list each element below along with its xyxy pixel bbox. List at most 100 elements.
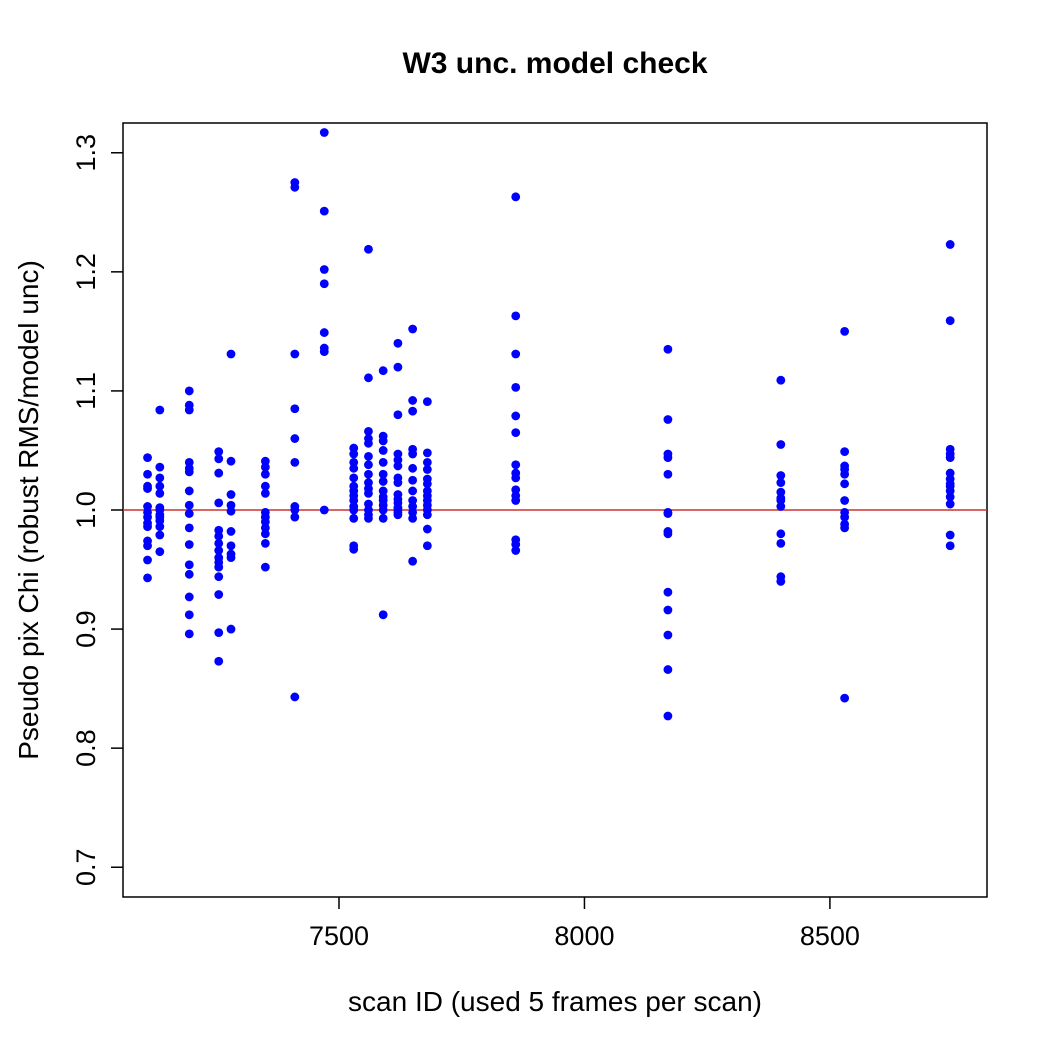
data-point	[776, 471, 786, 480]
data-point	[776, 440, 786, 449]
data-point	[422, 524, 432, 534]
data-point	[945, 530, 955, 540]
y-tick-label: 0.8	[71, 729, 101, 767]
data-point	[226, 553, 236, 563]
data-point	[663, 665, 673, 674]
data-point	[408, 463, 418, 473]
data-point	[393, 410, 403, 420]
data-point	[226, 624, 236, 634]
data-point	[214, 447, 224, 457]
data-point	[155, 530, 165, 540]
data-point	[776, 577, 786, 586]
data-point	[319, 128, 329, 137]
data-point	[776, 478, 786, 488]
data-point	[378, 436, 388, 446]
data-point	[840, 512, 850, 522]
data-point	[663, 605, 673, 615]
data-point	[422, 541, 432, 551]
data-point	[945, 541, 955, 551]
data-point	[393, 362, 403, 372]
data-point	[511, 382, 521, 392]
data-point	[511, 428, 521, 437]
data-point	[408, 486, 418, 496]
data-point	[663, 529, 673, 539]
data-point	[364, 460, 373, 470]
data-point	[393, 478, 403, 488]
data-point	[840, 496, 850, 505]
data-point	[776, 375, 786, 385]
data-point	[226, 527, 236, 536]
data-point	[214, 628, 224, 638]
data-point	[214, 538, 224, 548]
data-point	[349, 449, 359, 459]
data-point	[840, 447, 850, 457]
data-point	[184, 592, 194, 602]
data-point	[945, 492, 955, 502]
data-point	[226, 490, 236, 499]
data-point	[290, 349, 300, 359]
data-point	[226, 506, 236, 516]
data-point	[408, 449, 418, 459]
data-point	[378, 505, 388, 515]
data-point	[143, 453, 152, 463]
data-point	[290, 457, 300, 467]
data-point	[364, 452, 373, 461]
data-point	[364, 469, 373, 479]
data-point	[511, 411, 521, 421]
data-point	[349, 513, 359, 523]
data-point	[511, 546, 521, 555]
chart-title: W3 unc. model check	[402, 47, 707, 80]
data-point	[349, 473, 359, 483]
data-point	[364, 438, 373, 448]
data-point	[319, 347, 329, 357]
data-point	[945, 499, 955, 509]
data-point	[364, 244, 373, 254]
data-point	[184, 405, 194, 415]
data-point	[378, 366, 388, 376]
data-point	[184, 386, 194, 396]
data-point	[511, 460, 521, 470]
data-point	[214, 454, 224, 464]
data-point	[408, 396, 418, 405]
data-point	[143, 469, 152, 479]
data-point	[349, 544, 359, 554]
data-point	[226, 456, 236, 466]
data-point	[511, 192, 521, 202]
x-tick-label: 8000	[554, 921, 614, 951]
data-point	[214, 498, 224, 508]
data-point	[226, 349, 236, 359]
data-point	[945, 453, 955, 463]
data-point	[422, 510, 432, 520]
data-point	[143, 541, 152, 551]
data-point	[143, 522, 152, 532]
y-tick-label: 1.3	[71, 134, 101, 172]
data-point	[840, 693, 850, 703]
data-point	[364, 513, 373, 523]
data-point	[945, 479, 955, 489]
y-tick-label: 0.7	[71, 848, 101, 886]
data-point	[364, 488, 373, 498]
data-point	[155, 405, 165, 415]
data-point	[214, 656, 224, 666]
data-point	[663, 509, 673, 518]
data-point	[319, 265, 329, 274]
data-point	[260, 462, 270, 472]
data-point	[663, 469, 673, 479]
data-point	[422, 448, 432, 458]
data-point	[408, 406, 418, 416]
data-point	[143, 484, 152, 493]
data-point	[184, 629, 194, 639]
data-point	[422, 457, 432, 467]
data-point	[393, 461, 403, 471]
data-point	[349, 505, 359, 515]
data-point	[184, 500, 194, 510]
data-point	[260, 488, 270, 498]
data-point	[945, 240, 955, 249]
data-point	[378, 457, 388, 467]
data-point	[663, 415, 673, 424]
data-point	[393, 510, 403, 520]
data-point	[408, 475, 418, 485]
data-point	[184, 467, 194, 477]
data-point	[422, 479, 432, 489]
data-point	[945, 316, 955, 326]
